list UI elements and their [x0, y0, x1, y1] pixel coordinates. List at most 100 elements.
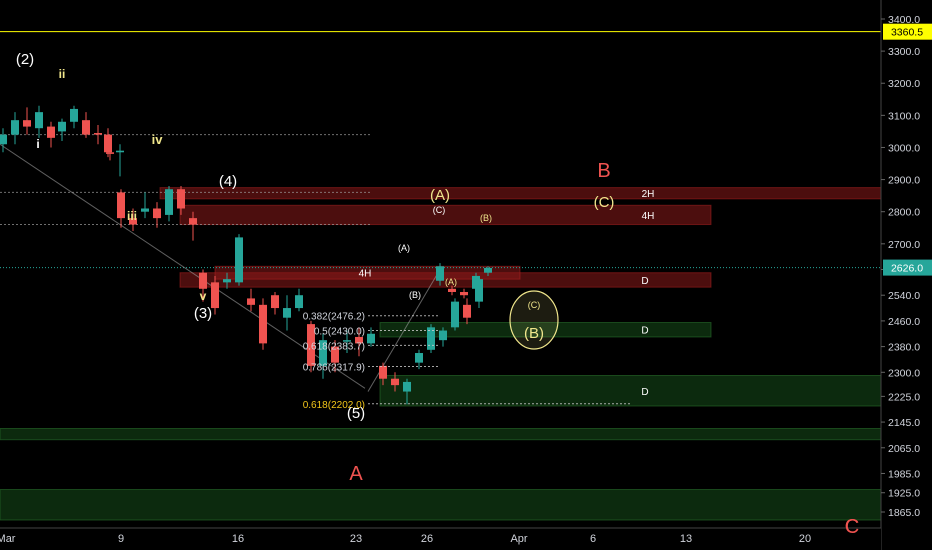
candle-body	[379, 365, 387, 379]
zone-label-3: 4H	[359, 269, 372, 280]
fib-label: 0.382(2476.2)	[303, 312, 365, 323]
y-tick-label: 2540.0	[888, 290, 920, 302]
y-tick-label: 2700.0	[888, 239, 920, 251]
candle-body	[11, 120, 19, 135]
candle-body	[451, 301, 459, 328]
wave-label: (C)	[594, 194, 615, 211]
candle-body	[403, 381, 411, 392]
x-tick-label: 16	[232, 533, 244, 545]
candle-body	[116, 150, 124, 153]
candle-body	[106, 152, 114, 154]
candle-body	[94, 133, 102, 135]
y-tick-label: 3000.0	[888, 142, 920, 154]
zone-support-7	[0, 489, 882, 521]
candle-body	[141, 208, 149, 212]
candle-body	[415, 353, 423, 363]
fib-label: 0.618(2383.7)	[303, 341, 365, 352]
candle-body	[283, 308, 291, 318]
candle-body	[295, 295, 303, 309]
zone-label-0: 2H	[642, 189, 655, 200]
fib-label: 0.786(2317.9)	[303, 363, 365, 374]
candle-body	[129, 218, 137, 225]
candle-body	[117, 192, 125, 219]
x-tick-label: 20	[799, 533, 811, 545]
candle-body	[475, 279, 483, 302]
zone-support-4	[379, 322, 712, 338]
zone-support-6	[0, 427, 882, 441]
wave-label: (A)	[398, 243, 410, 253]
candle-body	[367, 333, 375, 344]
zone-resistance-1	[179, 204, 712, 226]
candle-body	[35, 112, 43, 129]
wave-label: (B)	[480, 213, 492, 223]
zone-label-5: D	[641, 387, 648, 398]
x-tick-label: Mar	[0, 533, 16, 545]
y-tick-label: 1985.0	[888, 468, 920, 480]
candle-body	[331, 346, 339, 363]
candle-body	[153, 208, 161, 219]
wave-label: (C)	[528, 300, 541, 310]
y-tick-label: 2380.0	[888, 342, 920, 354]
x-tick-label: 9	[118, 533, 124, 545]
wave-label: (B)	[409, 290, 421, 300]
candle-body	[448, 288, 456, 292]
wave-label: (A)	[430, 187, 450, 204]
y-tick-label: 2225.0	[888, 391, 920, 403]
candle-body	[472, 275, 480, 289]
y-tick-label: 3300.0	[888, 46, 920, 58]
candle-body	[47, 126, 55, 138]
candle-body	[463, 304, 471, 318]
y-tick-label: 2145.0	[888, 417, 920, 429]
candle-body	[460, 291, 468, 296]
candle-body	[165, 189, 173, 215]
candle-body	[0, 134, 7, 145]
current-price-box	[883, 259, 932, 276]
y-tick-label: 2900.0	[888, 175, 920, 187]
wave-label: (5)	[347, 405, 365, 422]
wave-label: ii	[59, 67, 66, 81]
fib-label: 0.618(2202.0)	[303, 400, 365, 411]
wave-label-c-overlay: C	[845, 516, 859, 538]
candle-body	[177, 189, 185, 209]
wave-label: (B)	[524, 325, 544, 342]
x-tick-label: 23	[350, 533, 362, 545]
candle-body	[70, 108, 78, 122]
top-line-price-box	[883, 23, 932, 40]
x-tick-label: 26	[421, 533, 433, 545]
candle-body	[235, 237, 243, 283]
wave-label: i	[36, 137, 39, 151]
candle-body	[307, 324, 315, 366]
wave-label: B	[597, 160, 610, 182]
zone-support-5	[379, 375, 882, 407]
x-tick-label: 13	[680, 533, 692, 545]
zone-resistance-0	[159, 187, 882, 200]
y-tick-label: 3200.0	[888, 78, 920, 90]
candle-body	[223, 279, 231, 283]
wave-label: A	[349, 463, 363, 485]
x-tick-label: 6	[590, 533, 596, 545]
candle-body	[247, 298, 255, 305]
candle-body	[199, 272, 207, 289]
y-tick-label: 3400.0	[888, 14, 920, 26]
wave-label: (4)	[219, 173, 237, 190]
current-price-label: 2626.0	[891, 263, 923, 275]
y-tick-label: 1925.0	[888, 488, 920, 500]
wave-label: (C)	[433, 205, 446, 215]
top-line-price-label: 3360.5	[891, 27, 923, 39]
trend-line-down	[0, 143, 366, 389]
x-axis-panel	[0, 528, 881, 550]
candle-body	[391, 378, 399, 386]
wave-label: (A)	[445, 277, 457, 287]
zone-label-1: 4H	[642, 211, 655, 222]
y-tick-label: 2460.0	[888, 316, 920, 328]
candle-body	[189, 218, 197, 225]
candle-body	[343, 340, 351, 342]
y-tick-label: 2065.0	[888, 443, 920, 455]
x-tick-label: Apr	[510, 533, 527, 545]
candle-body	[104, 134, 112, 153]
candle-body	[355, 336, 363, 344]
candle-body	[436, 266, 444, 281]
candle-body	[484, 267, 492, 273]
